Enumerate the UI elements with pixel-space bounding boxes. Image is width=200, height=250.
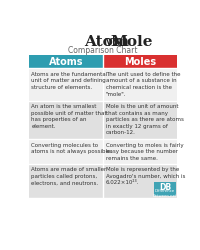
Bar	[103, 140, 177, 164]
Text: Comparison Chart: Comparison Chart	[68, 46, 137, 55]
Text: Atoms are the fundamental
unit of matter and defining
structure of elements.: Atoms are the fundamental unit of matter…	[31, 72, 107, 90]
Text: Moles: Moles	[124, 57, 155, 67]
Text: vs: vs	[101, 34, 124, 48]
Text: Mole is represented by the
Avogadro's number, which is
6.022×10²³.: Mole is represented by the Avogadro's nu…	[105, 166, 184, 185]
Text: The unit used to define the
amount of a substance in
chemical reaction is the
"m: The unit used to define the amount of a …	[105, 72, 179, 96]
Bar	[103, 69, 177, 101]
Text: Converting to moles is fairly
easy because the number
remains the same.: Converting to moles is fairly easy becau…	[105, 142, 182, 160]
Text: Atoms: Atoms	[49, 57, 83, 67]
Text: Atoms are made of smaller
particles called protons,
electrons, and neutrons.: Atoms are made of smaller particles call…	[31, 166, 106, 185]
Text: Difference
Between.net: Difference Between.net	[152, 188, 176, 197]
Bar	[103, 55, 177, 69]
Text: Mole: Mole	[110, 34, 152, 48]
Text: Mole is the unit of amount
that contains as many
particles as there are atoms
in: Mole is the unit of amount that contains…	[105, 104, 183, 135]
Text: An atom is the smallest
possible unit of matter that
has properties of an
elemen: An atom is the smallest possible unit of…	[31, 104, 106, 128]
Bar	[29, 69, 103, 101]
Bar	[103, 101, 177, 140]
Bar	[153, 182, 175, 196]
Text: Converting molecules to
atoms is not always possible.: Converting molecules to atoms is not alw…	[31, 142, 112, 154]
Bar	[103, 164, 177, 198]
Bar	[29, 164, 103, 198]
Bar	[29, 140, 103, 164]
Bar	[29, 55, 103, 69]
Bar	[29, 101, 103, 140]
Text: Atom: Atom	[84, 34, 128, 48]
Text: DB: DB	[158, 182, 170, 191]
